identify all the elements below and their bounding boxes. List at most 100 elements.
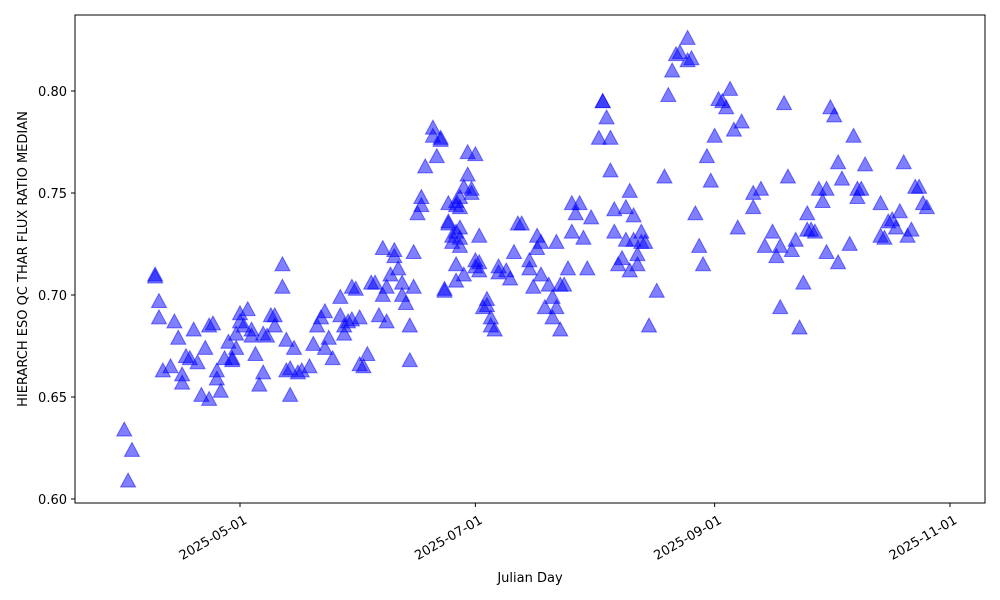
- data-point-triangle: [829, 153, 847, 170]
- data-point-triangle: [220, 333, 237, 349]
- data-point-triangle: [629, 245, 646, 262]
- data-point-triangle: [910, 178, 928, 194]
- data-point-triangle: [185, 321, 203, 337]
- data-point-triangle: [254, 363, 272, 380]
- data-point-triangle: [833, 170, 851, 186]
- data-point-triangle: [551, 321, 569, 337]
- data-point-triangle: [887, 219, 905, 235]
- data-point-triangle: [150, 308, 168, 325]
- data-point-triangle: [706, 127, 723, 143]
- data-point-triangle: [903, 221, 920, 237]
- data-point-triangle: [798, 204, 816, 221]
- data-point-triangle: [370, 306, 388, 323]
- data-point-triangle: [166, 312, 183, 329]
- data-point-triangle: [532, 266, 550, 282]
- data-point-triangle: [625, 206, 642, 223]
- data-point-triangle: [301, 357, 318, 374]
- data-point-triangle: [771, 298, 789, 315]
- data-point-triangle: [397, 294, 415, 311]
- data-point-triangle: [258, 327, 276, 343]
- y-tick-label: 0.75: [38, 187, 67, 202]
- data-point-triangle: [621, 182, 639, 198]
- data-point-triangle: [694, 255, 712, 272]
- data-point-triangle: [405, 278, 422, 294]
- data-point-triangle: [814, 192, 832, 209]
- data-point-triangle: [374, 286, 392, 302]
- data-point-triangle: [451, 237, 469, 253]
- data-point-triangle: [876, 229, 893, 245]
- data-point-triangle: [783, 241, 801, 257]
- data-point-triangle: [513, 215, 531, 231]
- data-point-triangle: [671, 43, 689, 60]
- data-point-triangle: [575, 229, 592, 245]
- data-point-triangle: [663, 62, 681, 78]
- data-point-triangle: [582, 208, 600, 225]
- data-point-triangle: [281, 386, 299, 402]
- data-point-triangle: [872, 194, 889, 211]
- data-point-triangle: [451, 198, 469, 215]
- data-point-triangle: [818, 243, 835, 260]
- data-points: [115, 29, 936, 488]
- data-point-triangle: [779, 168, 797, 184]
- data-point-triangle: [602, 162, 619, 178]
- data-point-triangle: [212, 382, 230, 398]
- data-point-triangle: [725, 121, 743, 137]
- data-point-triangle: [470, 227, 488, 243]
- data-point-triangle: [829, 253, 847, 270]
- data-point-triangle: [316, 339, 334, 355]
- data-point-triangle: [409, 204, 426, 221]
- data-point-triangle: [432, 129, 449, 145]
- data-point-triangle: [347, 280, 365, 296]
- data-point-triangle: [440, 215, 457, 231]
- data-point-triangle: [578, 259, 596, 276]
- data-point-triangle: [501, 270, 519, 286]
- data-point-triangle: [351, 308, 368, 325]
- data-point-triangle: [548, 298, 565, 315]
- data-point-triangle: [459, 166, 477, 182]
- data-point-triangle: [891, 202, 909, 219]
- data-point-triangle: [324, 349, 341, 366]
- data-point-triangle: [239, 300, 257, 317]
- data-point-triangle: [247, 345, 264, 362]
- data-point-triangle: [717, 98, 735, 115]
- data-point-triangle: [524, 278, 542, 294]
- data-point-triangle: [401, 317, 419, 333]
- data-point-triangle: [227, 339, 245, 355]
- data-point-triangle: [775, 94, 793, 111]
- axes-frame: [74, 14, 986, 504]
- data-point-triangle: [208, 370, 226, 386]
- data-point-triangle: [470, 261, 488, 278]
- data-point-triangle: [308, 317, 326, 333]
- data-point-triangle: [629, 255, 646, 272]
- data-point-triangle: [274, 278, 291, 294]
- data-point-triangle: [590, 129, 608, 145]
- data-point-triangle: [413, 196, 430, 213]
- y-axis-ticks: 0.60 0.65 0.70 0.75 0.80: [38, 85, 75, 508]
- data-point-triangle: [208, 361, 226, 378]
- data-point-triangle: [555, 276, 573, 292]
- data-point-triangle: [478, 296, 496, 313]
- data-point-triangle: [119, 472, 137, 488]
- y-tick-label: 0.70: [38, 289, 67, 304]
- data-point-triangle: [791, 319, 808, 335]
- data-point-triangle: [744, 198, 762, 215]
- data-point-triangle: [733, 113, 750, 129]
- data-point-triangle: [598, 108, 615, 125]
- data-point-triangle: [196, 339, 214, 355]
- data-point-triangle: [355, 357, 372, 374]
- data-point-triangle: [605, 200, 623, 217]
- data-point-triangle: [825, 106, 843, 123]
- data-point-triangle: [532, 233, 550, 249]
- data-point-triangle: [752, 180, 770, 196]
- data-point-triangle: [285, 339, 303, 355]
- data-point-triangle: [243, 327, 260, 343]
- data-point-triangle: [756, 237, 774, 253]
- data-point-triangle: [274, 255, 291, 272]
- data-point-triangle: [204, 315, 222, 331]
- data-point-triangle: [223, 349, 241, 366]
- data-point-triangle: [659, 86, 677, 102]
- data-point-triangle: [818, 180, 835, 196]
- data-point-triangle: [806, 223, 824, 239]
- data-point-triangle: [571, 194, 588, 211]
